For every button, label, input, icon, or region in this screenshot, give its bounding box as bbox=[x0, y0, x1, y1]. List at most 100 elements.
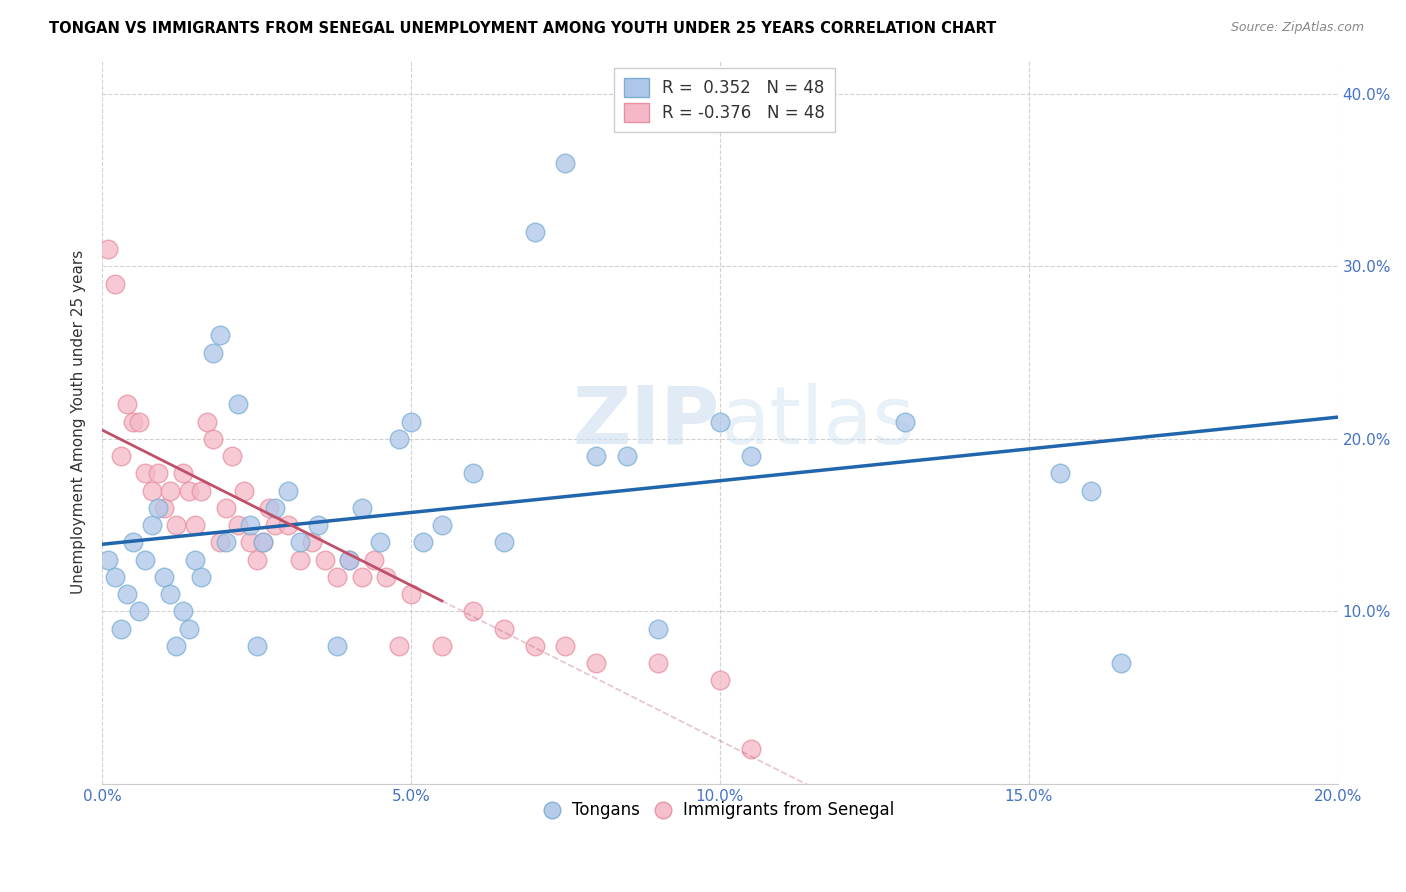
Point bbox=[165, 639, 187, 653]
Point bbox=[190, 483, 212, 498]
Point bbox=[276, 518, 298, 533]
Point bbox=[97, 552, 120, 566]
Point bbox=[350, 500, 373, 515]
Point bbox=[215, 535, 238, 549]
Point bbox=[128, 415, 150, 429]
Point bbox=[172, 467, 194, 481]
Point bbox=[276, 483, 298, 498]
Point bbox=[153, 570, 176, 584]
Point bbox=[461, 467, 484, 481]
Point bbox=[894, 415, 917, 429]
Point bbox=[246, 639, 269, 653]
Point bbox=[337, 552, 360, 566]
Point bbox=[239, 518, 262, 533]
Point bbox=[177, 483, 200, 498]
Point bbox=[159, 587, 181, 601]
Point bbox=[239, 535, 262, 549]
Point bbox=[616, 449, 638, 463]
Point bbox=[554, 156, 576, 170]
Point bbox=[226, 518, 249, 533]
Point bbox=[288, 552, 311, 566]
Point bbox=[141, 483, 163, 498]
Point bbox=[122, 415, 145, 429]
Point bbox=[307, 518, 329, 533]
Point bbox=[153, 500, 176, 515]
Point bbox=[134, 552, 156, 566]
Point bbox=[103, 570, 125, 584]
Point bbox=[165, 518, 187, 533]
Point bbox=[134, 467, 156, 481]
Point bbox=[523, 225, 546, 239]
Point bbox=[1049, 467, 1071, 481]
Point bbox=[388, 432, 411, 446]
Point bbox=[326, 570, 349, 584]
Point bbox=[159, 483, 181, 498]
Point bbox=[350, 570, 373, 584]
Point bbox=[202, 345, 225, 359]
Point bbox=[375, 570, 398, 584]
Point bbox=[190, 570, 212, 584]
Point bbox=[288, 535, 311, 549]
Point bbox=[221, 449, 243, 463]
Point bbox=[461, 604, 484, 618]
Point bbox=[388, 639, 411, 653]
Point bbox=[647, 622, 669, 636]
Point bbox=[585, 656, 607, 670]
Point bbox=[1080, 483, 1102, 498]
Point bbox=[647, 656, 669, 670]
Point bbox=[430, 518, 453, 533]
Point bbox=[115, 397, 138, 411]
Point bbox=[141, 518, 163, 533]
Point bbox=[233, 483, 256, 498]
Point bbox=[523, 639, 546, 653]
Point bbox=[492, 535, 515, 549]
Point bbox=[326, 639, 349, 653]
Point bbox=[301, 535, 323, 549]
Point bbox=[246, 552, 269, 566]
Point bbox=[110, 622, 132, 636]
Point bbox=[208, 535, 231, 549]
Text: Source: ZipAtlas.com: Source: ZipAtlas.com bbox=[1230, 21, 1364, 34]
Point bbox=[146, 467, 169, 481]
Point bbox=[215, 500, 238, 515]
Point bbox=[264, 518, 287, 533]
Point bbox=[492, 622, 515, 636]
Point bbox=[128, 604, 150, 618]
Point bbox=[257, 500, 280, 515]
Point bbox=[264, 500, 287, 515]
Point bbox=[412, 535, 434, 549]
Point bbox=[709, 415, 731, 429]
Point bbox=[202, 432, 225, 446]
Text: atlas: atlas bbox=[720, 383, 914, 460]
Text: ZIP: ZIP bbox=[572, 383, 720, 460]
Point bbox=[554, 639, 576, 653]
Point bbox=[252, 535, 274, 549]
Point bbox=[709, 673, 731, 688]
Y-axis label: Unemployment Among Youth under 25 years: Unemployment Among Youth under 25 years bbox=[72, 250, 86, 594]
Point bbox=[314, 552, 336, 566]
Point bbox=[172, 604, 194, 618]
Point bbox=[184, 552, 207, 566]
Point bbox=[103, 277, 125, 291]
Point bbox=[97, 242, 120, 256]
Point bbox=[740, 449, 762, 463]
Point bbox=[1111, 656, 1133, 670]
Point bbox=[177, 622, 200, 636]
Legend: Tongans, Immigrants from Senegal: Tongans, Immigrants from Senegal bbox=[538, 795, 901, 826]
Point bbox=[252, 535, 274, 549]
Point bbox=[363, 552, 385, 566]
Point bbox=[146, 500, 169, 515]
Point bbox=[585, 449, 607, 463]
Point bbox=[208, 328, 231, 343]
Point bbox=[122, 535, 145, 549]
Point bbox=[115, 587, 138, 601]
Point bbox=[110, 449, 132, 463]
Point bbox=[368, 535, 391, 549]
Point bbox=[399, 415, 422, 429]
Text: TONGAN VS IMMIGRANTS FROM SENEGAL UNEMPLOYMENT AMONG YOUTH UNDER 25 YEARS CORREL: TONGAN VS IMMIGRANTS FROM SENEGAL UNEMPL… bbox=[49, 21, 997, 36]
Point bbox=[226, 397, 249, 411]
Point bbox=[399, 587, 422, 601]
Point bbox=[337, 552, 360, 566]
Point bbox=[195, 415, 218, 429]
Point bbox=[184, 518, 207, 533]
